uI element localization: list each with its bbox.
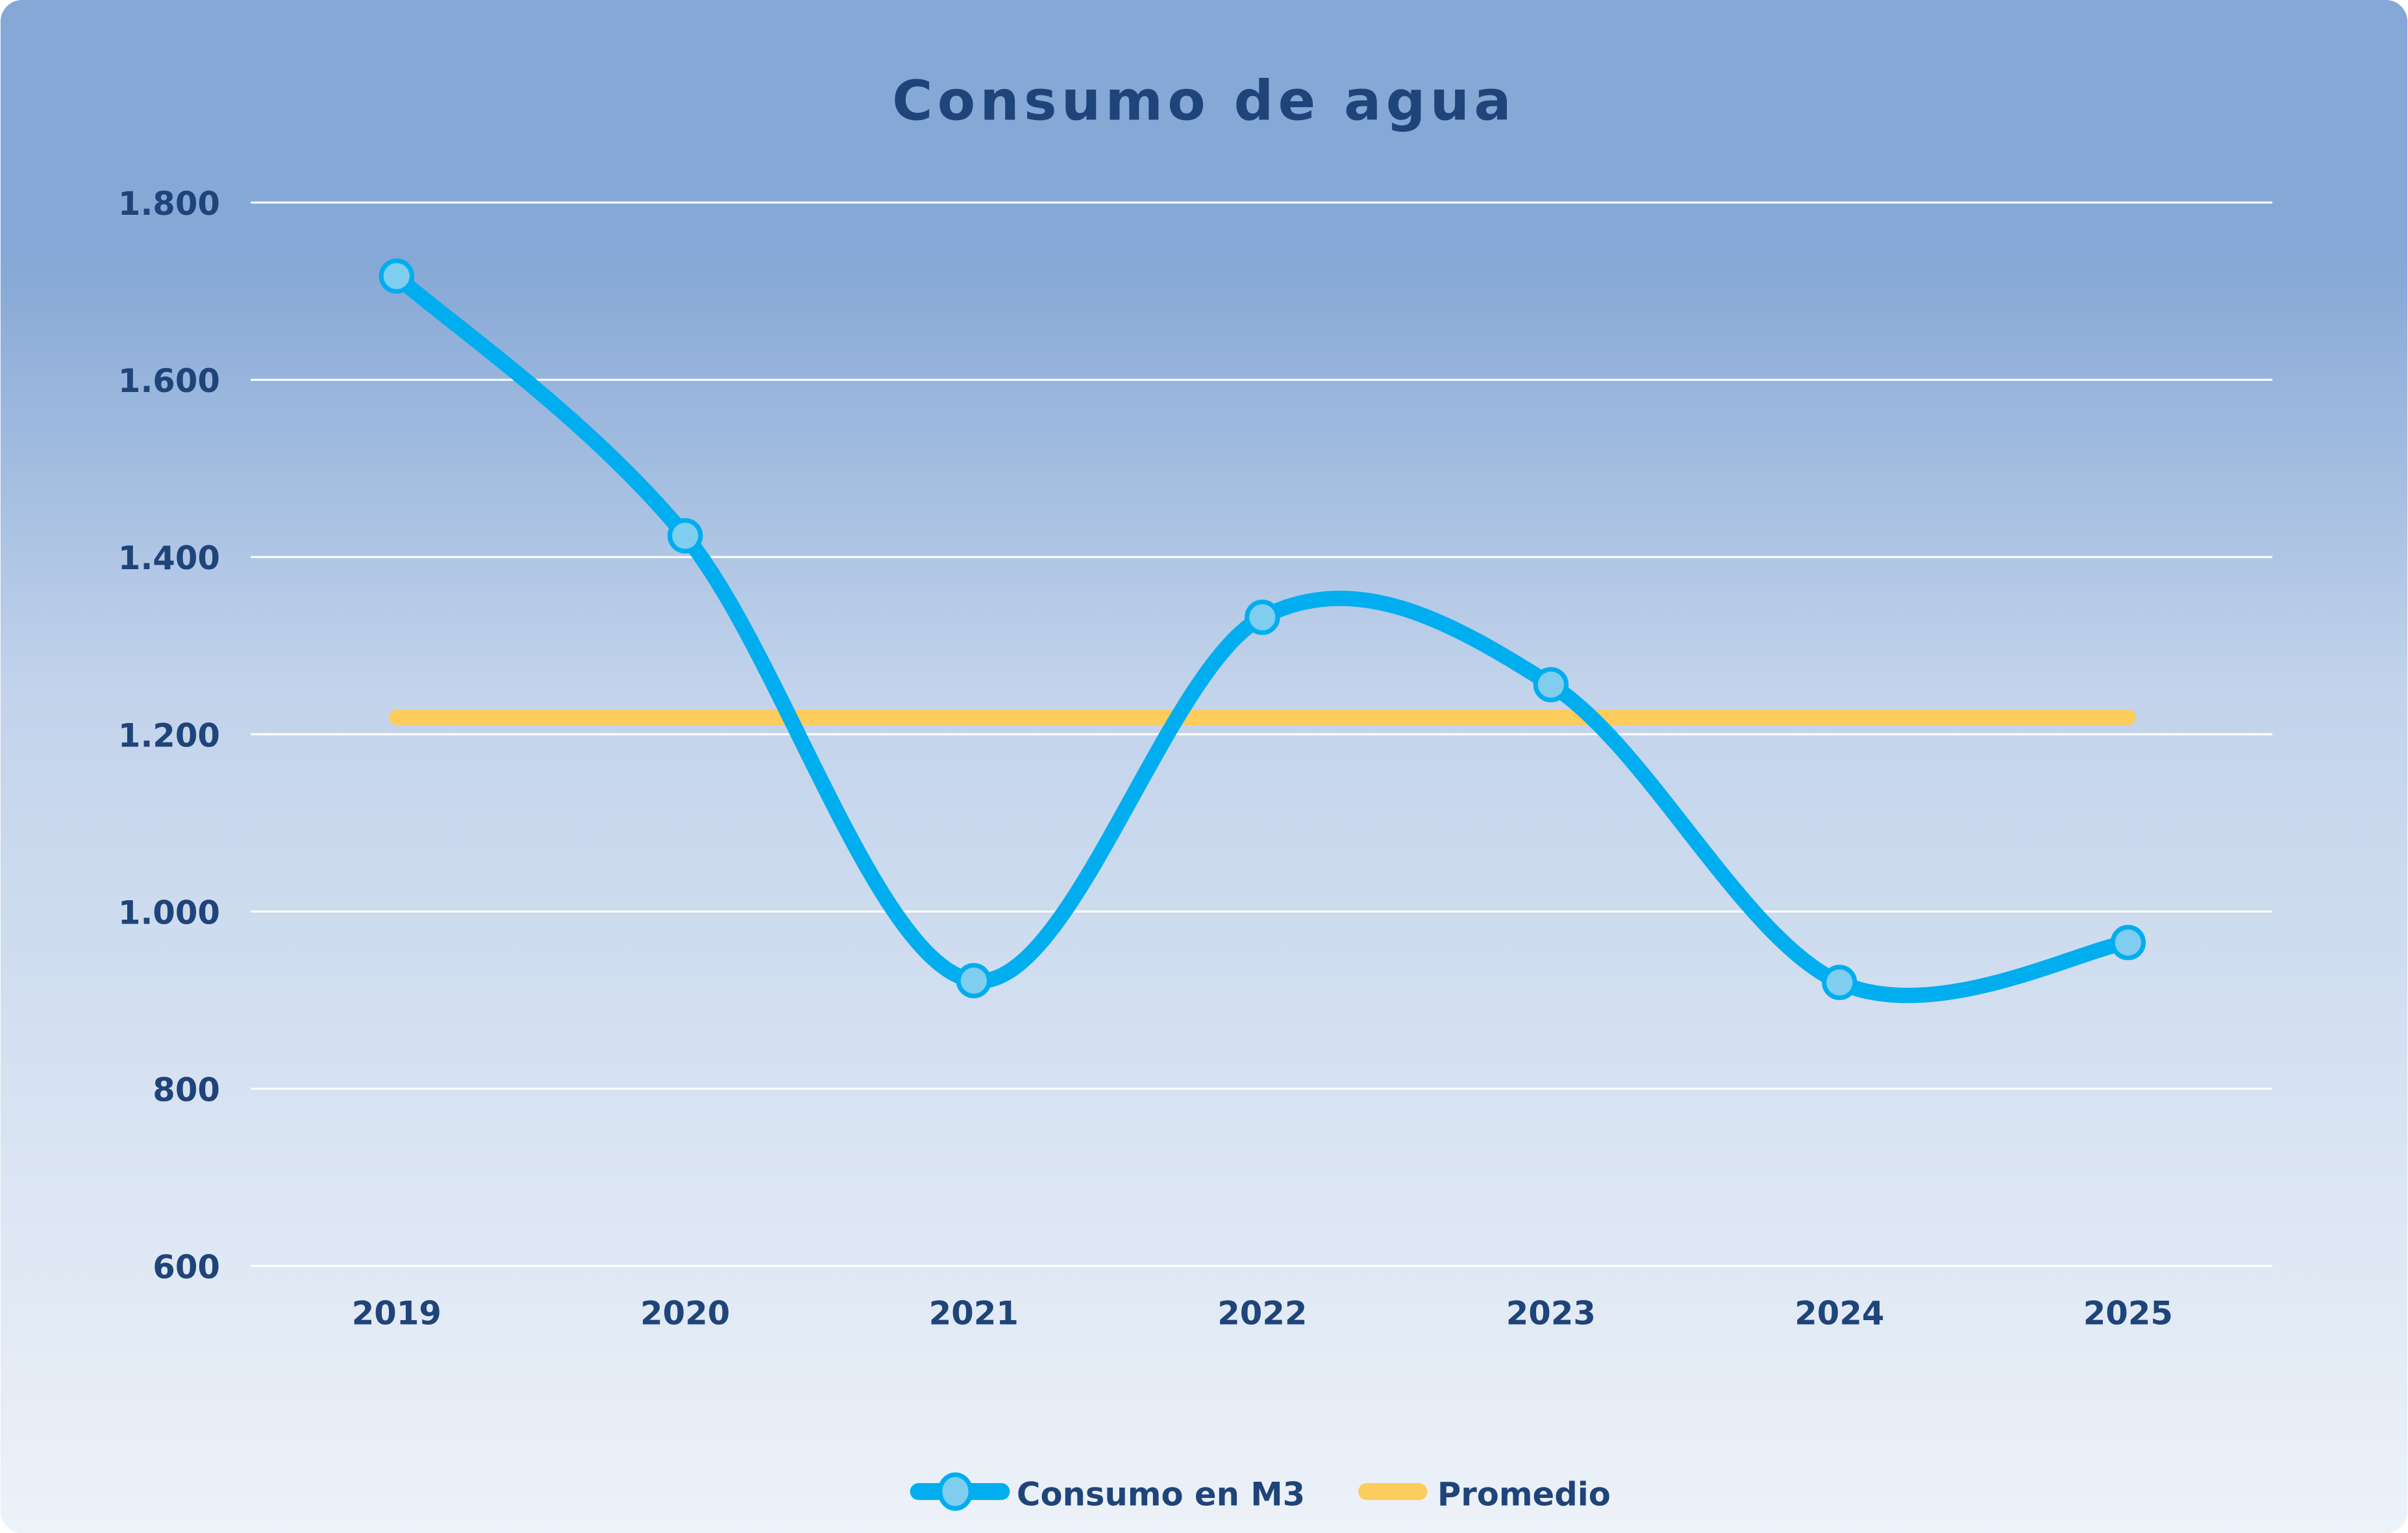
data-point bbox=[667, 518, 703, 554]
x-tick-label: 2022 bbox=[1217, 1294, 1307, 1332]
chart-title: Consumo de agua bbox=[892, 69, 1516, 133]
x-tick-label: 2020 bbox=[640, 1294, 730, 1332]
legend-label-consumo: Consumo en M3 bbox=[1017, 1475, 1305, 1513]
x-tick-label: 2021 bbox=[929, 1294, 1019, 1332]
data-point bbox=[1245, 599, 1280, 635]
y-tick-label: 1.200 bbox=[118, 717, 220, 754]
data-point bbox=[379, 258, 415, 294]
y-tick-label: 1.400 bbox=[118, 539, 220, 577]
y-tick-label: 800 bbox=[153, 1071, 220, 1109]
data-point bbox=[1533, 667, 1569, 703]
data-point bbox=[2110, 925, 2146, 961]
y-tick-label: 1.600 bbox=[118, 362, 220, 400]
y-tick-label: 1.800 bbox=[118, 185, 220, 223]
x-tick-label: 2024 bbox=[1794, 1294, 1884, 1332]
x-tick-label: 2019 bbox=[352, 1294, 441, 1332]
x-tick-label: 2025 bbox=[2083, 1294, 2173, 1332]
legend: Consumo en M3 Promedio bbox=[910, 1472, 1611, 1513]
legend-label-promedio: Promedio bbox=[1437, 1475, 1611, 1513]
y-tick-label: 1.000 bbox=[118, 894, 220, 931]
data-point bbox=[956, 963, 992, 999]
data-point bbox=[1822, 964, 1857, 1000]
y-tick-label: 600 bbox=[153, 1249, 220, 1286]
x-tick-label: 2023 bbox=[1506, 1294, 1596, 1332]
legend-consumo-marker bbox=[937, 1472, 973, 1511]
